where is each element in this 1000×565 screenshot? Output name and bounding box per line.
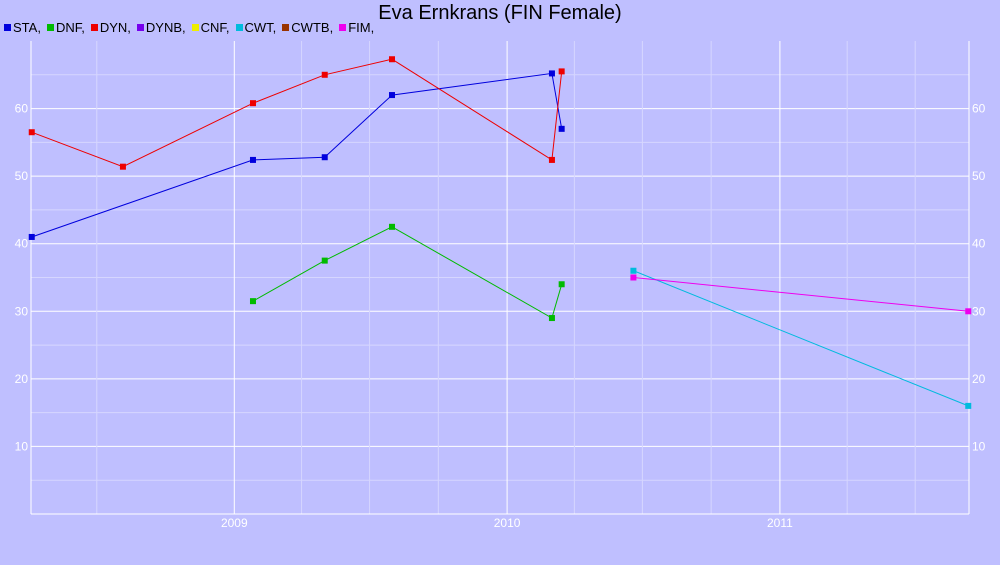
legend-swatch: [46, 23, 54, 31]
legend-swatch: [90, 23, 98, 31]
y-tick-label-left: 50: [15, 169, 29, 183]
x-tick-label: 2009: [221, 516, 248, 530]
data-point-dyn: [388, 56, 395, 63]
legend-item: STA,: [4, 20, 41, 35]
y-tick-label-left: 10: [15, 439, 29, 453]
data-point-fim: [965, 308, 972, 315]
x-tick-label: 2010: [494, 516, 521, 530]
data-point-sta: [321, 154, 328, 161]
y-tick-label-left: 20: [15, 372, 29, 386]
legend-label: DNF,: [55, 19, 85, 35]
y-tick-label-right: 20: [972, 372, 986, 386]
legend-swatch: [282, 23, 290, 31]
y-tick-label-right: 30: [972, 304, 986, 318]
legend-label: CWT,: [244, 19, 277, 35]
data-point-sta: [558, 125, 565, 132]
data-point-sta: [388, 92, 395, 99]
series-line-fim: [633, 277, 969, 312]
data-point-dnf: [321, 257, 328, 264]
data-point-dyn: [558, 68, 565, 75]
legend-item: DYNB,: [136, 19, 186, 35]
legend-item: CNF,: [191, 19, 230, 35]
legend-label: FIM,: [348, 19, 375, 35]
y-tick-label-right: 50: [972, 169, 986, 183]
legend-label: CWTB,: [291, 19, 334, 35]
series-line-dyn: [31, 58, 563, 168]
y-tick-label-left: 30: [15, 304, 29, 318]
legend-label: STA,: [13, 19, 41, 35]
data-point-dnf: [388, 223, 395, 230]
series-line-dnf: [252, 226, 563, 319]
legend-item: FIM,: [339, 20, 374, 35]
data-point-sta: [28, 233, 35, 240]
legend-label: CNF,: [200, 19, 230, 35]
data-point-dyn: [321, 71, 328, 78]
data-point-cwt: [965, 402, 972, 409]
legend-swatch: [4, 23, 11, 31]
x-tick-label: 2011: [767, 516, 793, 530]
y-tick-label-left: 40: [15, 237, 29, 251]
data-point-dyn: [548, 156, 555, 163]
legend-swatch: [235, 23, 243, 31]
data-point-dnf: [548, 315, 555, 322]
data-point-dyn: [28, 129, 35, 136]
data-point-fim: [630, 274, 637, 281]
y-tick-label-right: 60: [972, 102, 986, 116]
legend-label: DYN,: [99, 19, 131, 35]
y-tick-label-left: 60: [15, 102, 29, 116]
y-tick-label-right: 10: [972, 439, 986, 453]
series-line-cwt: [633, 270, 969, 407]
legend: STA, DNF, DYN, DYNB, CNF, CWT, CWTB, FIM,: [4, 19, 380, 35]
legend-item: CWT,: [235, 19, 277, 35]
legend-item: CWTB,: [282, 20, 333, 35]
chart-title: Eva Ernkrans (FIN Female): [378, 2, 622, 24]
legend-swatch: [191, 23, 199, 31]
legend-item: DNF,: [46, 19, 85, 35]
data-point-dyn: [249, 100, 256, 107]
series-line-sta: [31, 72, 563, 238]
data-point-dyn: [119, 163, 126, 170]
data-point-dnf: [558, 281, 565, 288]
y-tick-label-right: 40: [972, 237, 986, 251]
data-point-sta: [249, 156, 256, 163]
data-point-dnf: [249, 298, 256, 305]
data-point-cwt: [630, 267, 637, 274]
legend-swatch: [339, 23, 347, 31]
legend-label: DYNB,: [145, 19, 186, 35]
legend-item: DYN,: [90, 19, 131, 35]
legend-swatch: [136, 23, 144, 31]
data-point-sta: [548, 70, 555, 77]
